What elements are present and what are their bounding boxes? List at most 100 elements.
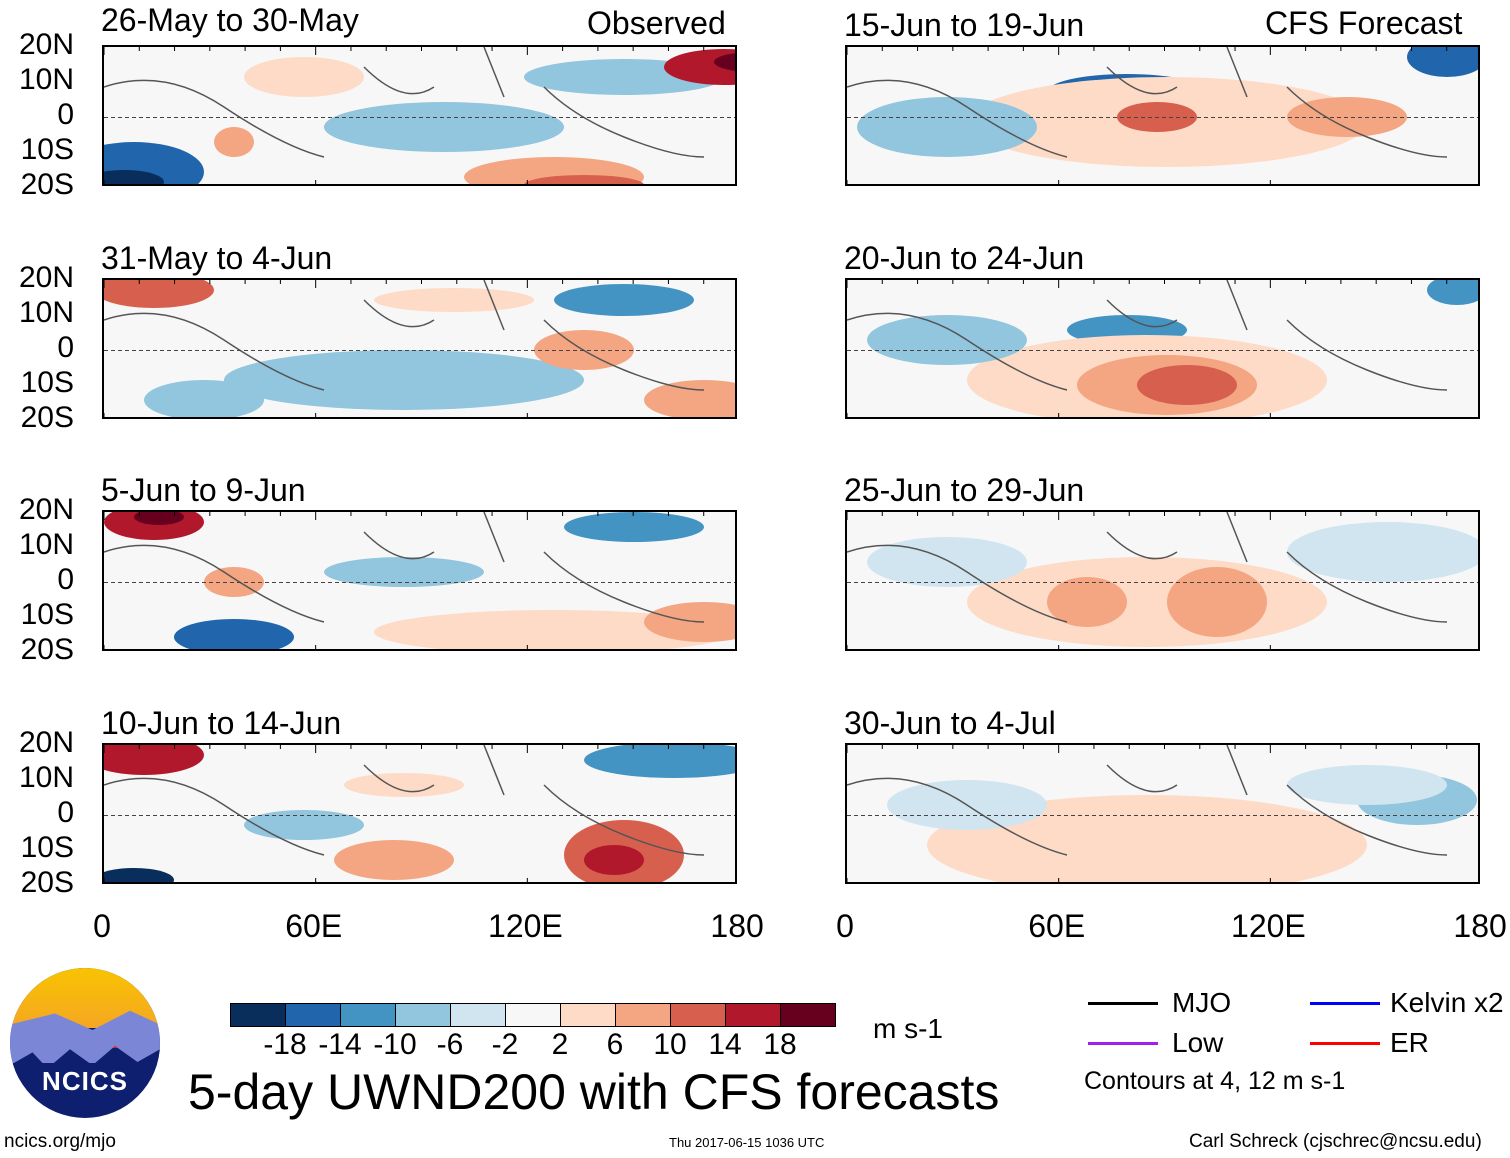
- coastline: [104, 512, 705, 623]
- anomaly-region: [1167, 567, 1267, 637]
- y-tick-label: 0: [57, 98, 74, 131]
- colorbar-swatch: [506, 1004, 561, 1026]
- y-tick-label: 20S: [20, 168, 74, 201]
- anomaly-region: [324, 557, 484, 587]
- colorbar-label: -2: [491, 1028, 519, 1061]
- anomaly-region: [214, 127, 254, 157]
- anomaly-region: [644, 380, 735, 417]
- anomaly-region: [134, 512, 184, 525]
- map-panel-observed: [102, 510, 737, 651]
- y-tick-label: 20N: [18, 261, 74, 294]
- anomaly-region: [104, 280, 214, 308]
- colorbar-swatch: [341, 1004, 396, 1026]
- colorbar-swatch: [396, 1004, 451, 1026]
- y-tick-label: 20S: [20, 866, 74, 899]
- legend-label: MJO: [1172, 987, 1232, 1018]
- panel-title: 30-Jun to 4-Jul: [844, 705, 1056, 741]
- anomaly-region: [1137, 365, 1237, 405]
- colorbar: [230, 1003, 836, 1027]
- y-tick-label: 10S: [20, 831, 74, 864]
- anomaly-region: [1427, 280, 1478, 305]
- y-tick-label: 10S: [20, 133, 74, 166]
- coastline: [104, 47, 705, 158]
- anomaly-region: [244, 57, 364, 97]
- anomaly-region: [857, 97, 1037, 157]
- anomaly-region: [334, 840, 454, 880]
- anomaly-region: [224, 350, 584, 410]
- logo-text: NCICS: [42, 1066, 128, 1096]
- colorbar-swatch: [451, 1004, 506, 1026]
- x-tick-label: 60E: [285, 908, 343, 944]
- anomaly-region: [1287, 765, 1447, 805]
- legend-label: Low: [1172, 1027, 1224, 1058]
- anomaly-region: [374, 288, 534, 312]
- colorbar-units: m s-1: [873, 1013, 943, 1044]
- legend-line-kelvin-x2: [1310, 1002, 1380, 1005]
- legend-line-low: [1088, 1042, 1158, 1045]
- x-tick-label: 60E: [1028, 908, 1086, 944]
- colorbar-label: 2: [551, 1028, 569, 1061]
- anomaly-region: [564, 512, 704, 542]
- figure-title: 5-day UWND200 with CFS forecasts: [188, 1064, 1000, 1120]
- y-tick-label: 0: [57, 796, 74, 829]
- column-header-observed: Observed: [587, 5, 726, 41]
- panel-title: 5-Jun to 9-Jun: [101, 472, 306, 508]
- anomaly-region: [104, 868, 174, 882]
- y-tick-label: 10N: [18, 296, 74, 329]
- coastline: [847, 47, 1448, 158]
- anomaly-region: [584, 745, 735, 778]
- colorbar-swatch: [286, 1004, 341, 1026]
- anomaly-region: [867, 315, 1027, 365]
- x-tick-label: 120E: [1231, 908, 1306, 944]
- x-tick-label: 120E: [488, 908, 563, 944]
- anomaly-region: [554, 284, 694, 316]
- coastline: [847, 512, 1448, 623]
- anomaly-region: [1047, 577, 1127, 627]
- colorbar-swatch: [616, 1004, 671, 1026]
- contour-note: Contours at 4, 12 m s-1: [1084, 1067, 1346, 1095]
- y-tick-label: 20N: [18, 28, 74, 61]
- y-tick-label: 10N: [18, 761, 74, 794]
- anomaly-region: [324, 102, 564, 152]
- colorbar-label: 6: [606, 1028, 624, 1061]
- footer-url[interactable]: ncics.org/mjo: [4, 1131, 116, 1152]
- anomaly-region: [524, 175, 644, 184]
- panel-title: 25-Jun to 29-Jun: [844, 472, 1085, 508]
- y-tick-label: 20S: [20, 401, 74, 434]
- y-tick-label: 10S: [20, 598, 74, 631]
- colorbar-label: 18: [763, 1028, 797, 1061]
- anomaly-region: [1287, 522, 1478, 582]
- anomaly-region: [144, 380, 264, 417]
- y-tick-label: 0: [57, 331, 74, 364]
- panel-title: 31-May to 4-Jun: [101, 240, 333, 276]
- colorbar-swatch: [781, 1004, 835, 1026]
- footer-timestamp: Thu 2017-06-15 1036 UTC: [669, 1135, 825, 1150]
- anomaly-region: [1407, 47, 1478, 77]
- colorbar-label: -10: [373, 1028, 417, 1061]
- footer-author: Carl Schreck (cjschrec@ncsu.edu): [1189, 1131, 1482, 1152]
- colorbar-label: 14: [708, 1028, 742, 1061]
- legend-line-mjo: [1088, 1002, 1158, 1005]
- legend-line-er: [1310, 1042, 1380, 1045]
- anomaly-region: [714, 53, 735, 71]
- x-tick-label: 180: [710, 908, 764, 944]
- map-panel-observed: [102, 45, 737, 186]
- map-panel-forecast: [845, 45, 1480, 186]
- x-tick-label: 0: [836, 908, 854, 944]
- map-panel-forecast: [845, 743, 1480, 884]
- y-tick-label: 20N: [18, 493, 74, 526]
- map-panel-observed: [102, 743, 737, 884]
- ncics-logo: NCICS: [10, 968, 160, 1118]
- colorbar-label: -18: [263, 1028, 307, 1061]
- panel-title: 26-May to 30-May: [101, 2, 359, 38]
- coastline: [847, 280, 1448, 391]
- anomaly-region: [344, 773, 464, 797]
- colorbar-swatch: [561, 1004, 616, 1026]
- colorbar-label: 10: [653, 1028, 687, 1061]
- colorbar-swatch: [231, 1004, 286, 1026]
- panel-title: 15-Jun to 19-Jun: [844, 7, 1085, 43]
- coastline: [847, 745, 1448, 856]
- anomaly-region: [374, 610, 734, 649]
- column-header-forecast: CFS Forecast: [1265, 5, 1463, 41]
- x-tick-label: 180: [1453, 908, 1507, 944]
